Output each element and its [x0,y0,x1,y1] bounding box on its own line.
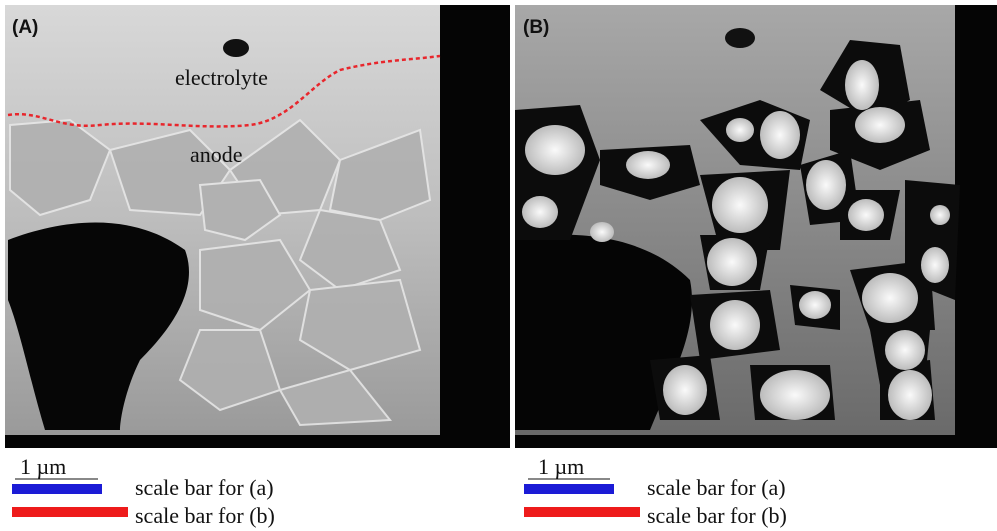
scale-text: 1 µm [538,454,584,479]
annotation: anode [190,142,243,167]
panel-label: (A) [12,17,38,38]
panel-label: (B) [523,17,549,38]
legend-text: scale bar for (b) [647,503,787,528]
legend-text: scale bar for (a) [135,475,274,500]
legend-text: scale bar for (b) [135,503,275,528]
panel-b-image [515,5,997,448]
scale-legend-a: 1 µm scale bar for (a) scale bar for (b) [12,454,275,528]
scale-legend-b: 1 µm scale bar for (a) scale bar for (b) [524,454,787,528]
figure: (A) (B) electrolyte anode 1 µm scale bar… [0,0,997,531]
scale-text: 1 µm [20,454,66,479]
legend-text: scale bar for (a) [647,475,786,500]
divider [510,0,515,455]
annotation: electrolyte [175,65,268,90]
